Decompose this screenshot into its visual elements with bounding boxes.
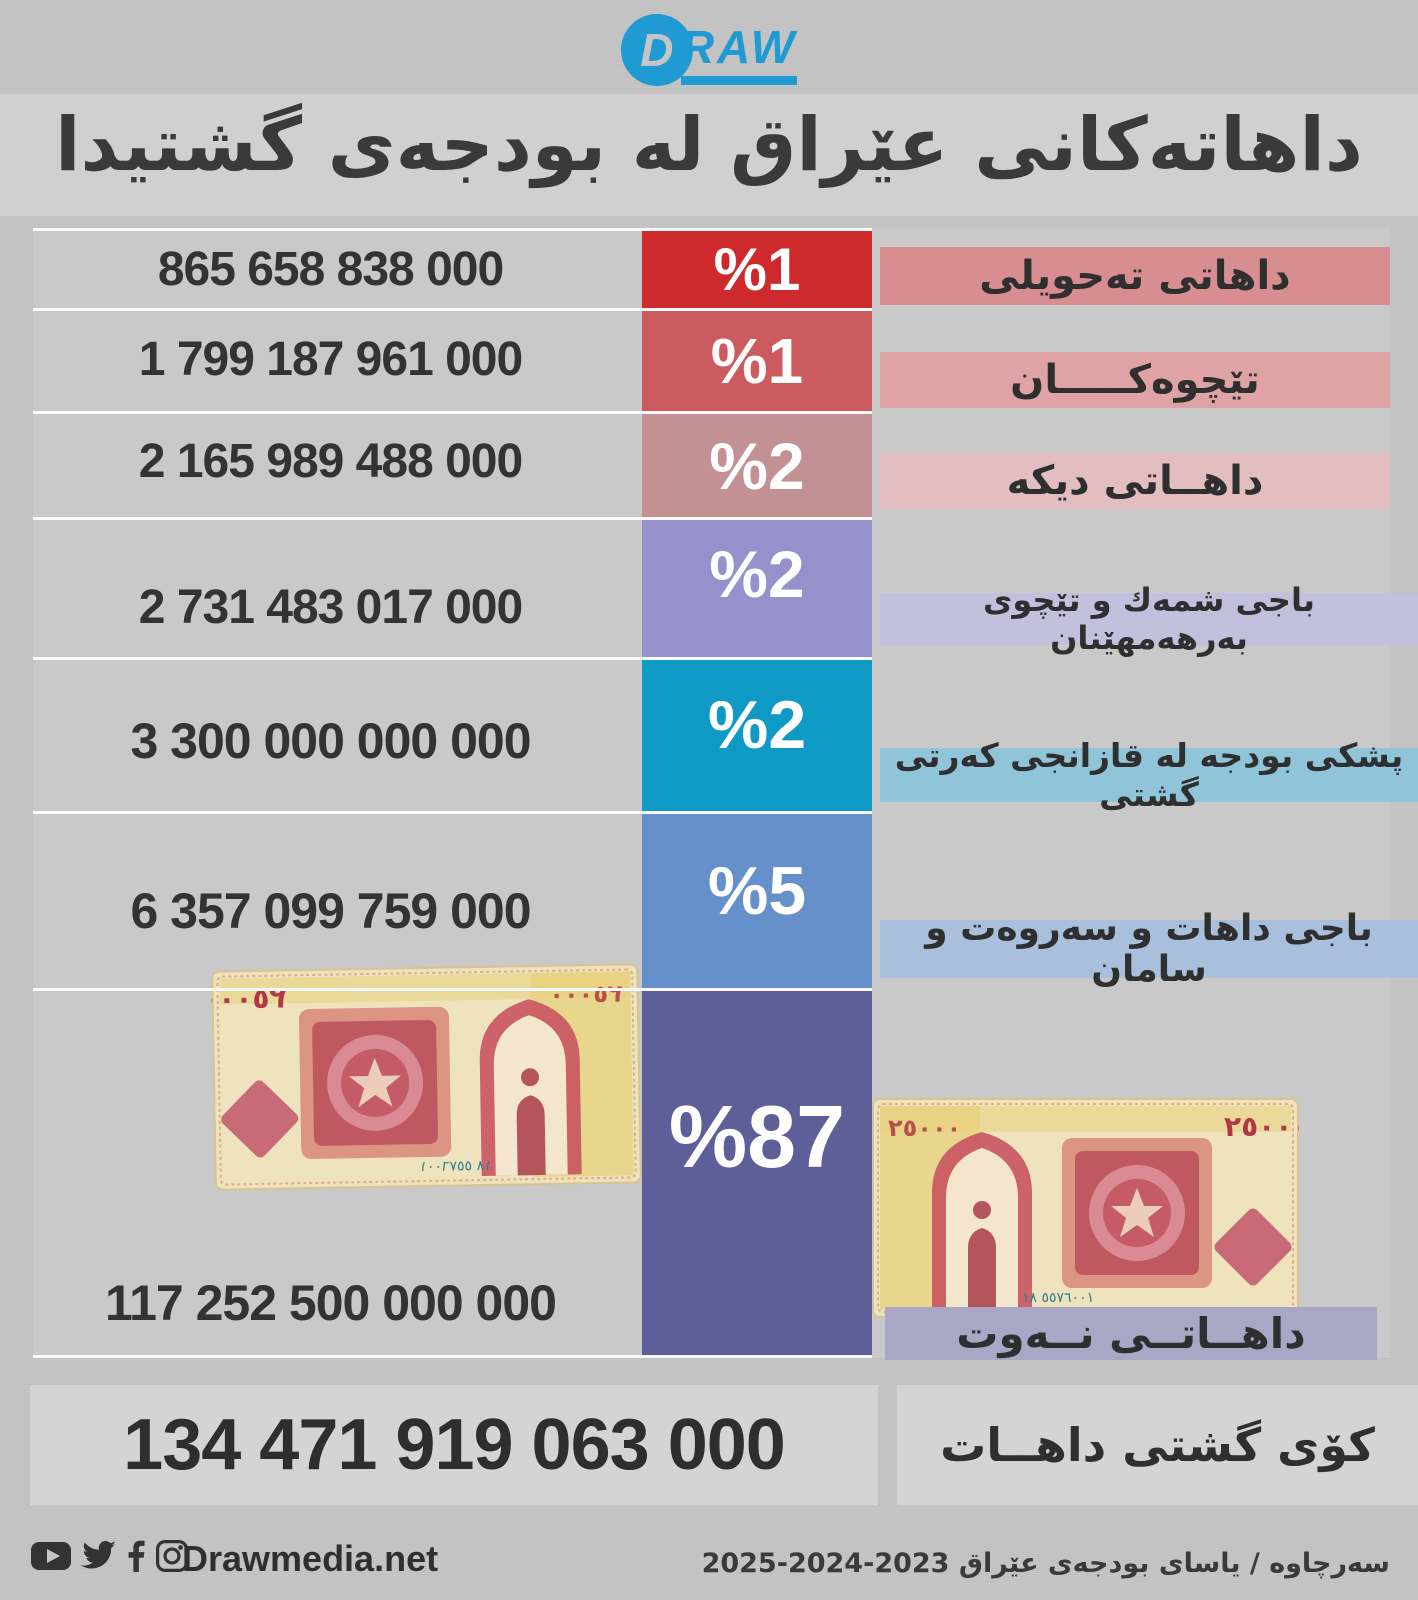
row-separator — [33, 308, 872, 311]
logo-raw-wordmark: RAW — [680, 20, 798, 85]
share-block: %2 — [642, 660, 872, 811]
total-label-box: كۆی گشتی داهــات — [897, 1385, 1418, 1505]
twitter-icon[interactable] — [81, 1540, 117, 1572]
share-block: %2 — [642, 520, 872, 657]
amount-value: 6 357 099 759 000 — [130, 883, 531, 939]
category-label: داهاتی ته‌حویلی — [880, 247, 1390, 305]
share-value: %87 — [668, 1087, 846, 1186]
category-label: داهــاتــی نــه‌وت — [885, 1307, 1377, 1360]
banknote-image — [211, 963, 642, 1191]
row-separator — [33, 811, 872, 814]
logo-d-letter: D — [640, 24, 674, 76]
banknote-image — [872, 1098, 1299, 1318]
share-value: %1 — [710, 325, 804, 397]
page-title: داهاته‌كانی عێراق له بودجه‌ی گشتیدا — [55, 102, 1363, 188]
share-value: %2 — [709, 428, 805, 503]
total-amount-box: 134 471 919 063 000 — [30, 1385, 878, 1505]
logo-underline — [680, 75, 798, 85]
facebook-icon[interactable] — [126, 1540, 146, 1572]
share-block: %5 — [642, 814, 872, 988]
total-amount-value: 134 471 919 063 000 — [123, 1405, 786, 1485]
amount-value: 1 799 187 961 000 — [138, 333, 523, 386]
logo-raw-text: RAW — [680, 20, 798, 73]
youtube-icon[interactable] — [30, 1540, 72, 1572]
row-separator — [33, 228, 872, 231]
category-label: پشكی بودجه له قازانجی كه‌رتی گشتی — [880, 736, 1418, 814]
share-block: %1 — [642, 231, 872, 308]
website-link[interactable]: Drawmedia.net — [182, 1538, 439, 1579]
amount-value: 117 252 500 000 000 — [105, 1275, 557, 1331]
total-label: كۆی گشتی داهــات — [940, 1418, 1375, 1472]
row-separator — [33, 1355, 872, 1358]
amount-value: 865 658 838 000 — [157, 243, 504, 296]
share-value: %2 — [707, 687, 807, 763]
row-separator — [33, 988, 872, 991]
source-note: سه‌رچاوه / یاسای بودجه‌ی عێراق 2023-2024… — [701, 1548, 1390, 1579]
amount-value: 3 300 000 000 000 — [130, 713, 531, 769]
row-separator — [33, 517, 872, 520]
draw-logo-d-icon: D — [620, 14, 693, 86]
share-block: %2 — [642, 414, 872, 517]
row-separator — [33, 411, 872, 414]
category-label: باجی داهات و سه‌روه‌ت و سامان — [880, 908, 1418, 990]
category-label: باجی شمه‌ك و تێچوی به‌رهه‌مهێنان — [880, 581, 1418, 657]
category-label: تێچوه‌كـــــان — [880, 352, 1390, 408]
row-separator — [33, 657, 872, 660]
draw-logo: D RAW — [0, 14, 1418, 86]
amount-value: 2 731 483 017 000 — [138, 581, 523, 634]
share-value: %5 — [707, 853, 807, 929]
social-icons — [30, 1540, 189, 1572]
title-band — [0, 94, 1418, 216]
category-label: داهــاتی دیكه — [880, 453, 1390, 509]
amount-value: 2 165 989 488 000 — [138, 435, 523, 488]
instagram-icon[interactable] — [155, 1540, 189, 1572]
share-block: %1 — [642, 311, 872, 411]
share-block: %87 — [642, 991, 872, 1355]
share-value: %2 — [709, 537, 805, 611]
share-value: %1 — [713, 236, 801, 303]
